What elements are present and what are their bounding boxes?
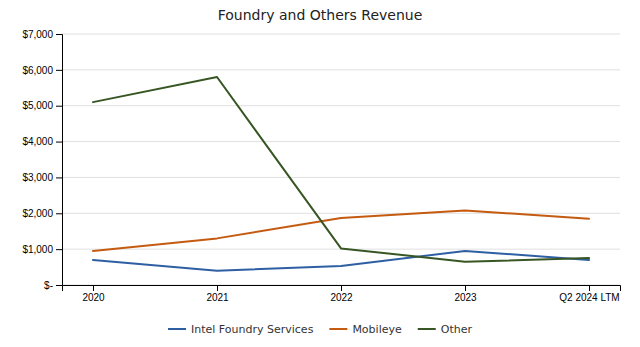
y-tick: $5,000 bbox=[22, 100, 62, 111]
legend-item: Intel Foundry Services bbox=[168, 323, 314, 336]
grid-line bbox=[62, 34, 620, 35]
legend-label: Other bbox=[441, 323, 473, 336]
y-axis-line bbox=[56, 35, 63, 286]
x-tick-mark bbox=[341, 285, 342, 291]
y-tick: $3,000 bbox=[22, 172, 62, 183]
x-tick: 2020 bbox=[82, 285, 105, 303]
y-tick-mark bbox=[56, 177, 62, 178]
x-tick: 2022 bbox=[330, 285, 353, 303]
x-tick: 2023 bbox=[454, 285, 477, 303]
grid-line bbox=[62, 177, 620, 178]
legend-item: Other bbox=[418, 323, 473, 336]
legend-label: Intel Foundry Services bbox=[191, 323, 314, 336]
series-line bbox=[93, 210, 589, 251]
chart: $- $1,000 $2,000 $3,000 $4,000 $5,000 $6,000 $7… bbox=[0, 0, 640, 347]
x-tick-label: 2023 bbox=[454, 292, 477, 303]
x-tick-mark bbox=[93, 285, 94, 291]
series-line bbox=[93, 77, 589, 262]
grid-line bbox=[62, 105, 620, 106]
x-tick-label: Q2 2024 LTM bbox=[559, 292, 619, 303]
y-tick-mark bbox=[56, 142, 62, 143]
x-tick: 2021 bbox=[206, 285, 229, 303]
y-tick: $4,000 bbox=[22, 136, 62, 147]
y-tick-label: $1,000 bbox=[22, 244, 53, 255]
y-tick: $- bbox=[44, 280, 62, 291]
y-tick-mark bbox=[56, 70, 62, 71]
y-tick-label: $3,000 bbox=[22, 172, 53, 183]
legend-swatch bbox=[329, 328, 347, 330]
y-tick-label: $2,000 bbox=[22, 208, 53, 219]
legend: Intel Foundry Services Mobileye Other bbox=[168, 323, 472, 336]
y-tick-mark bbox=[56, 106, 62, 107]
plot-area: $- $1,000 $2,000 $3,000 $4,000 $5,000 $6,000 $7… bbox=[22, 29, 620, 303]
x-tick-label: 2022 bbox=[330, 292, 353, 303]
x-axis-line bbox=[63, 286, 621, 292]
x-tick-mark bbox=[465, 285, 466, 291]
lines bbox=[93, 77, 589, 271]
grid-line bbox=[62, 141, 620, 142]
grid-line bbox=[62, 213, 620, 214]
y-tick: $1,000 bbox=[22, 244, 62, 255]
y-axis: $- $1,000 $2,000 $3,000 $4,000 $5,000 $6,000 $7… bbox=[22, 29, 62, 291]
y-tick-label: $5,000 bbox=[22, 100, 53, 111]
y-tick: $2,000 bbox=[22, 208, 62, 219]
y-tick-mark bbox=[56, 249, 62, 250]
y-tick-label: $4,000 bbox=[22, 136, 53, 147]
legend-item: Mobileye bbox=[329, 323, 402, 336]
x-tick-label: 2021 bbox=[206, 292, 229, 303]
y-tick: $6,000 bbox=[22, 65, 62, 76]
y-tick-label: $6,000 bbox=[22, 65, 53, 76]
x-tick-label: 2020 bbox=[82, 292, 105, 303]
y-tick-mark bbox=[56, 34, 62, 35]
legend-swatch bbox=[418, 328, 436, 330]
y-tick-mark bbox=[56, 285, 62, 286]
legend-swatch bbox=[168, 328, 186, 330]
x-axis: 2020 2021 2022 2023 Q2 2024 LTM bbox=[63, 285, 621, 303]
x-tick-mark bbox=[589, 285, 590, 291]
y-tick: $7,000 bbox=[22, 29, 62, 40]
title: Foundry and Others Revenue bbox=[218, 7, 423, 23]
x-tick: Q2 2024 LTM bbox=[559, 285, 619, 303]
y-tick-label: $7,000 bbox=[22, 29, 53, 40]
grid-line bbox=[62, 69, 620, 70]
x-tick-mark bbox=[217, 285, 218, 291]
grid bbox=[62, 34, 620, 285]
y-tick-label: $- bbox=[44, 280, 53, 291]
y-tick-mark bbox=[56, 213, 62, 214]
legend-label: Mobileye bbox=[352, 323, 402, 336]
